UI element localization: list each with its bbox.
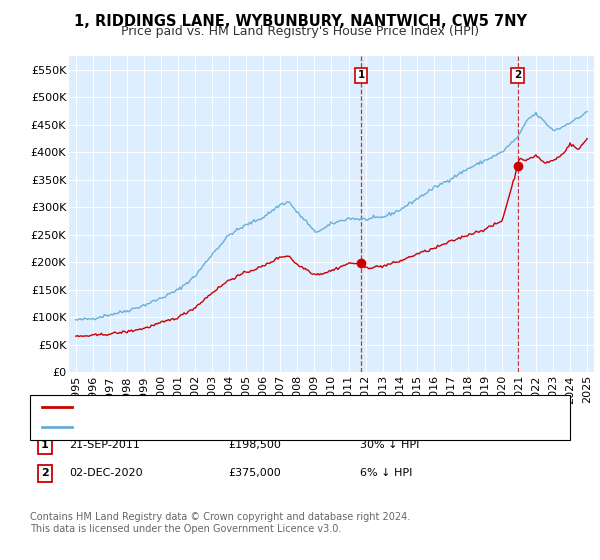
Text: 1: 1 <box>358 70 365 80</box>
Text: 2: 2 <box>514 70 521 80</box>
Text: 30% ↓ HPI: 30% ↓ HPI <box>360 440 419 450</box>
Text: 1: 1 <box>41 440 49 450</box>
Text: HPI: Average price, detached house, Cheshire East: HPI: Average price, detached house, Ches… <box>81 422 364 432</box>
Text: £198,500: £198,500 <box>228 440 281 450</box>
Text: Price paid vs. HM Land Registry's House Price Index (HPI): Price paid vs. HM Land Registry's House … <box>121 25 479 38</box>
Text: 1, RIDDINGS LANE, WYBUNBURY, NANTWICH, CW5 7NY: 1, RIDDINGS LANE, WYBUNBURY, NANTWICH, C… <box>74 14 527 29</box>
Text: 21-SEP-2011: 21-SEP-2011 <box>69 440 140 450</box>
Text: 02-DEC-2020: 02-DEC-2020 <box>69 468 143 478</box>
Text: 6% ↓ HPI: 6% ↓ HPI <box>360 468 412 478</box>
Text: 2: 2 <box>41 468 49 478</box>
Text: Contains HM Land Registry data © Crown copyright and database right 2024.
This d: Contains HM Land Registry data © Crown c… <box>30 512 410 534</box>
Text: 1, RIDDINGS LANE, WYBUNBURY, NANTWICH, CW5 7NY (detached house): 1, RIDDINGS LANE, WYBUNBURY, NANTWICH, C… <box>81 402 491 412</box>
Text: £375,000: £375,000 <box>228 468 281 478</box>
